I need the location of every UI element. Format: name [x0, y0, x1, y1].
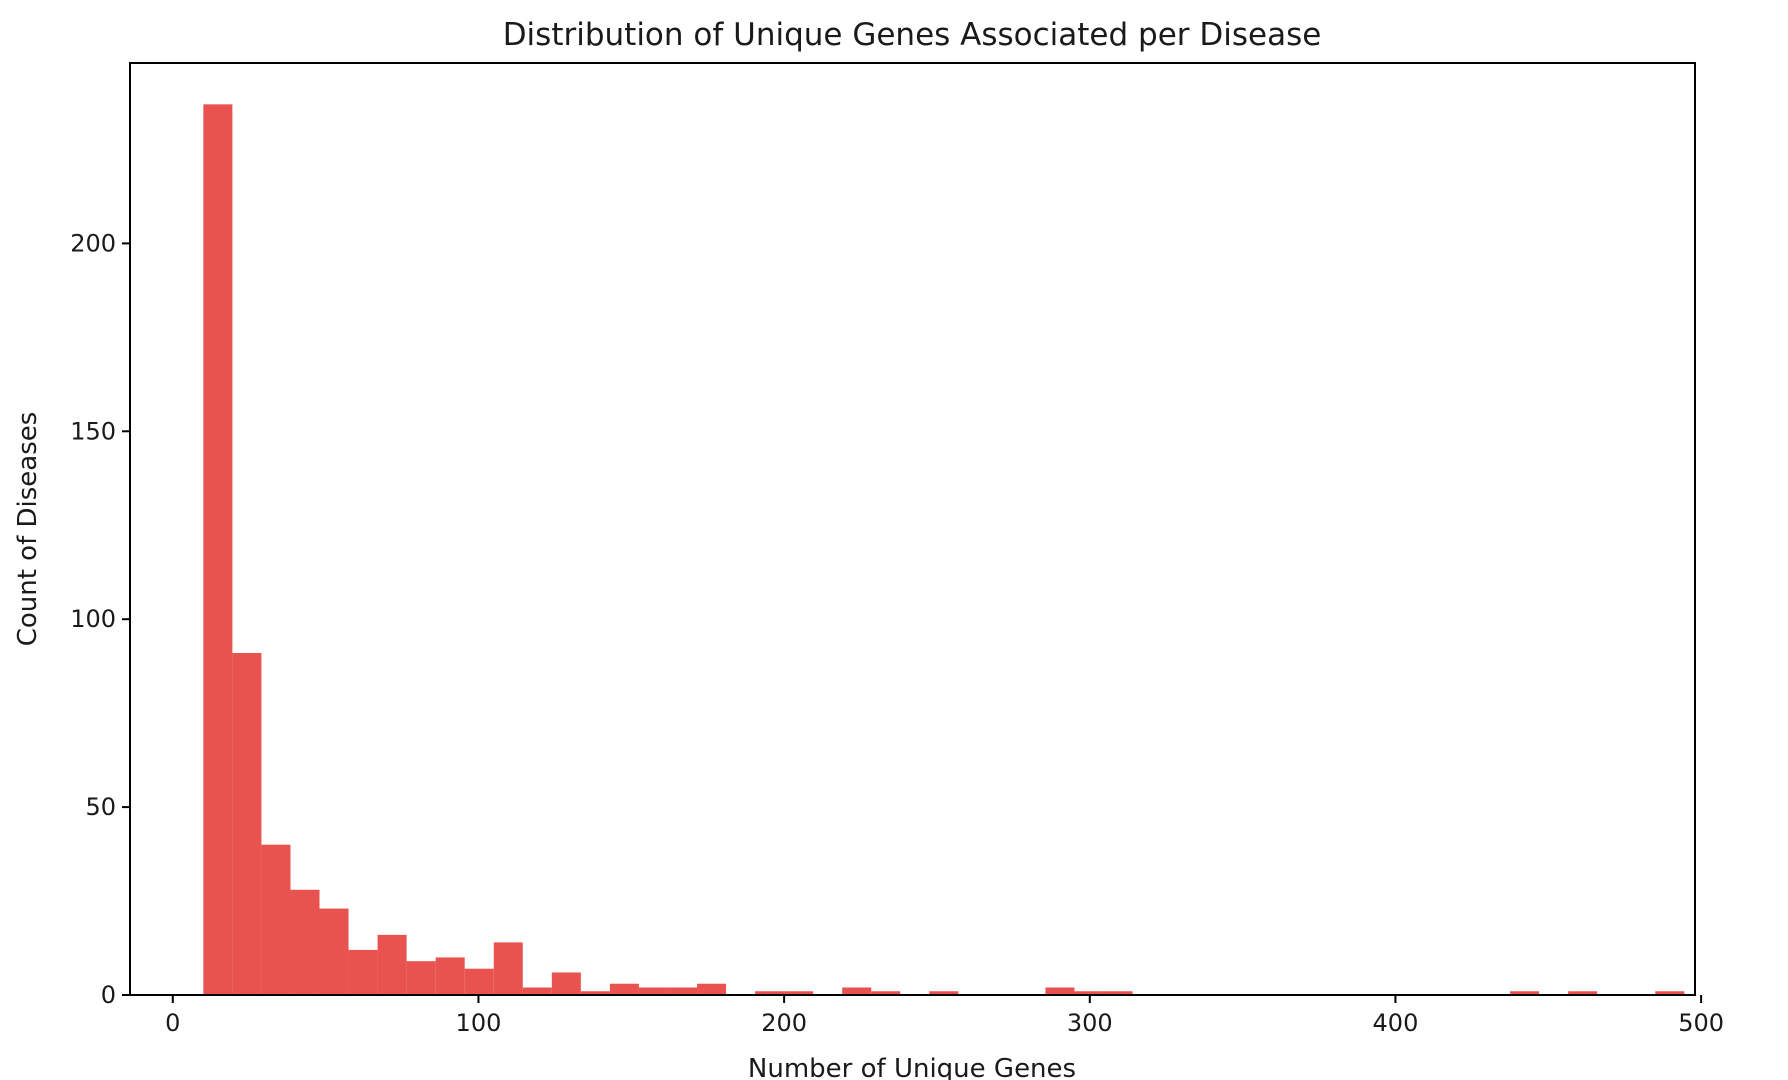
y-axis-label: Count of Diseases	[13, 412, 43, 647]
histogram-bar	[464, 968, 494, 995]
histogram-bar	[551, 972, 581, 995]
histogram-bar	[261, 844, 291, 995]
histogram-bar	[609, 983, 639, 995]
histogram-bar	[929, 991, 959, 995]
bars-group	[203, 104, 1685, 996]
y-tick-label: 0	[101, 981, 116, 1009]
histogram-bar	[1568, 991, 1598, 995]
histogram-bar	[871, 991, 901, 995]
histogram-bar	[522, 987, 552, 995]
histogram-bar	[1103, 991, 1133, 995]
histogram-bar	[1074, 991, 1104, 995]
histogram-bar	[755, 991, 785, 995]
histogram-bar	[784, 991, 814, 995]
chart-title: Distribution of Unique Genes Associated …	[503, 17, 1322, 53]
histogram-bar	[667, 987, 698, 995]
histogram-bar	[493, 942, 523, 995]
x-tick-label: 0	[165, 1009, 180, 1037]
histogram-bar	[319, 908, 349, 995]
histogram-bar	[580, 991, 610, 995]
y-tick-label: 150	[70, 417, 116, 445]
histogram-bar	[1510, 991, 1540, 995]
plot-frame	[129, 62, 1696, 996]
histogram-bar	[406, 961, 436, 995]
y-tick-label: 100	[70, 605, 116, 633]
histogram-bar	[290, 889, 320, 995]
histogram-bar	[1655, 991, 1685, 995]
histogram-bar	[348, 949, 378, 995]
histogram-bar	[697, 983, 727, 995]
x-tick-label: 300	[1067, 1009, 1113, 1037]
y-tick-label: 200	[70, 229, 116, 257]
x-axis: 0 100 200 300 400 500	[165, 995, 1724, 1037]
histogram-bar	[638, 987, 668, 995]
histogram-bar	[203, 104, 233, 996]
histogram-bar	[232, 653, 262, 995]
x-tick-label: 400	[1373, 1009, 1419, 1037]
x-axis-label: Number of Unique Genes	[748, 1054, 1076, 1080]
histogram-bar	[1045, 987, 1075, 995]
x-tick-label: 100	[456, 1009, 502, 1037]
x-tick-label: 500	[1678, 1009, 1724, 1037]
y-tick-label: 50	[85, 793, 116, 821]
histogram-bar	[377, 934, 407, 995]
y-axis: 0 50 100 150 200	[70, 229, 130, 1009]
histogram-bar	[842, 987, 872, 995]
x-tick-label: 200	[761, 1009, 807, 1037]
histogram-bar	[435, 957, 465, 995]
